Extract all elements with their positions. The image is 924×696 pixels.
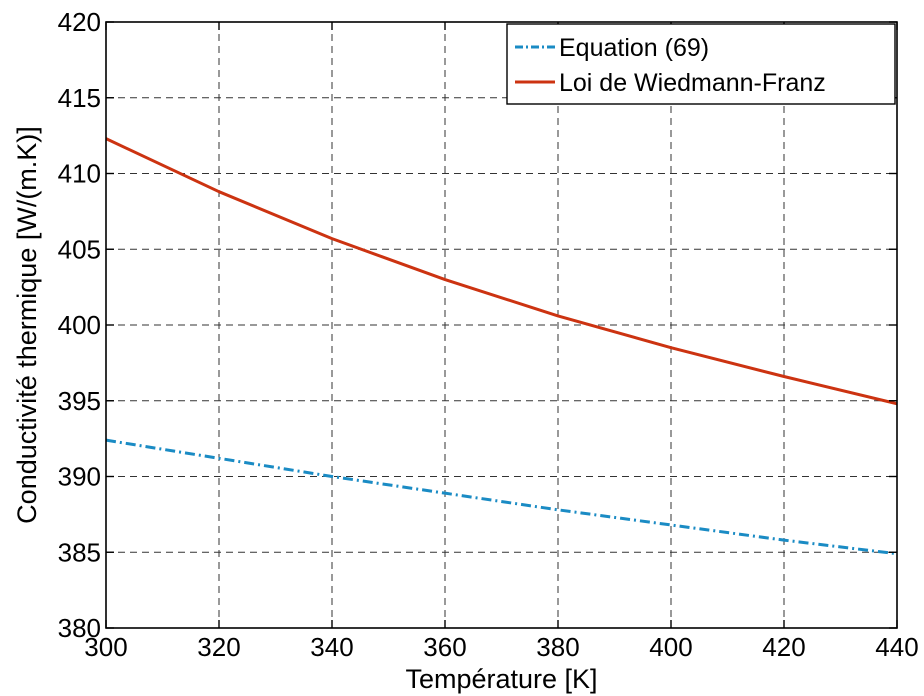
tick-marks [105,21,898,629]
y-tick-label: 415 [58,83,101,113]
grid-lines [106,22,897,628]
y-tick-label: 400 [58,310,101,340]
x-tick-label: 440 [875,632,918,662]
x-tick-label: 420 [762,632,805,662]
x-tick-labels: 300 320 340 360 380 400 420 440 [84,632,918,662]
y-tick-label: 420 [58,7,101,37]
x-axis-label: Température [K] [405,664,597,694]
y-tick-label: 410 [58,159,101,189]
series-lines [105,137,898,556]
y-tick-label: 385 [58,537,101,567]
x-tick-label: 380 [536,632,579,662]
y-tick-label: 380 [58,613,101,643]
series-line-1 [105,137,898,406]
y-tick-labels: 380 385 390 395 400 405 410 415 420 [58,7,101,643]
series-line-0 [105,438,898,556]
y-tick-label: 405 [58,234,101,264]
x-tick-label: 400 [649,632,692,662]
x-tick-label: 360 [423,632,466,662]
legend: Equation (69) Loi de Wiedmann-Franz [506,23,896,105]
x-tick-label: 300 [84,632,127,662]
y-tick-label: 390 [58,462,101,492]
legend-label-equation-69: Equation (69) [559,34,709,62]
y-tick-label: 395 [58,386,101,416]
x-tick-label: 320 [197,632,240,662]
legend-label-wiedmann-franz: Loi de Wiedmann-Franz [559,69,826,97]
x-tick-label: 340 [310,632,353,662]
legend-box [506,23,896,105]
y-axis-label: Conductivité thermique [W/(m.K)] [12,126,42,524]
